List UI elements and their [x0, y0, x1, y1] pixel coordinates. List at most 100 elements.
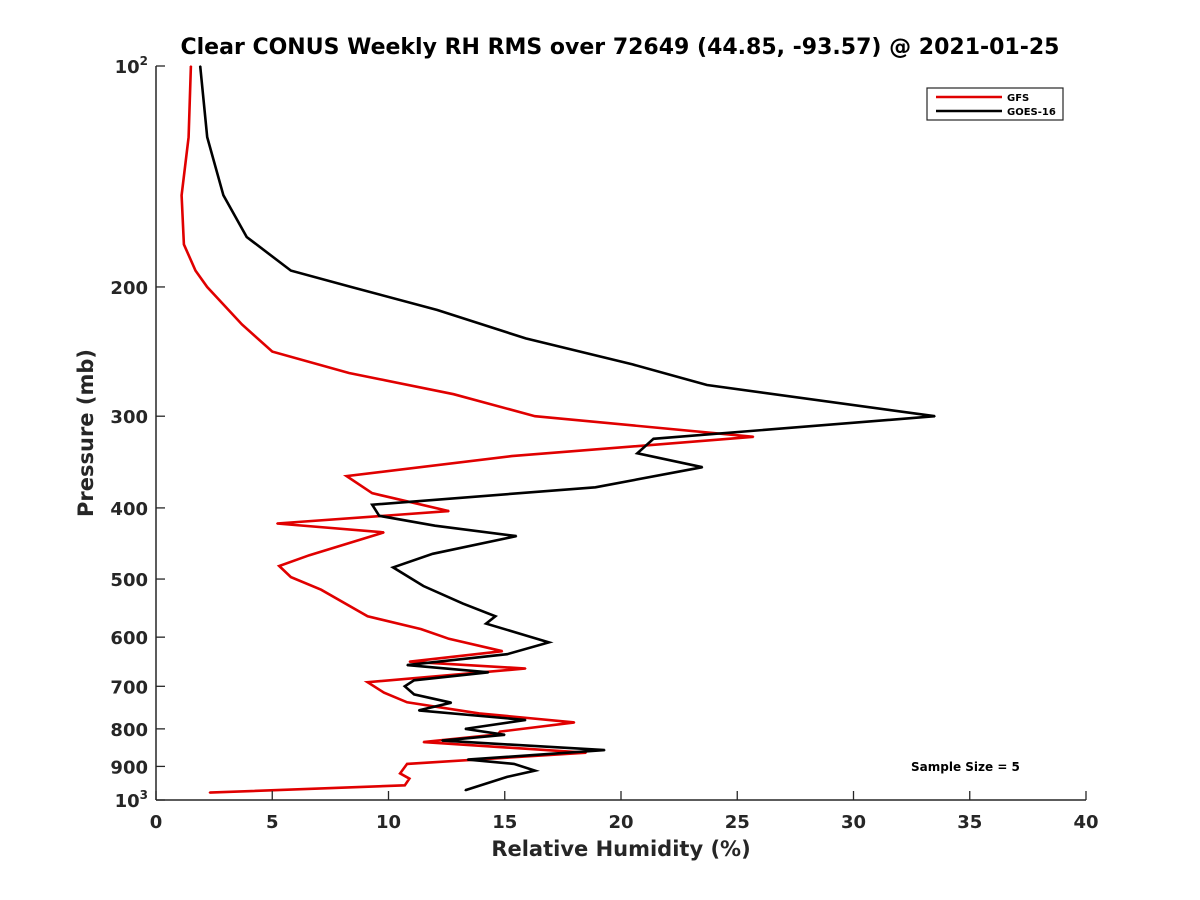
- y-tick-label-200: 200: [110, 278, 148, 299]
- data-point-goes16-33: [417, 709, 420, 712]
- data-point-goes16-9: [706, 384, 708, 386]
- data-point-gfs-4: [194, 269, 197, 272]
- data-point-goes16-26: [506, 653, 508, 655]
- x-tick-label-0: 0: [150, 812, 163, 833]
- data-point-goes16-5: [350, 286, 353, 288]
- data-point-goes16-34: [524, 719, 527, 721]
- data-point-gfs-11: [752, 436, 755, 438]
- series-line-gfs: [180, 65, 754, 794]
- data-point-goes16-27: [406, 664, 408, 666]
- data-point-gfs-28: [366, 681, 369, 683]
- data-point-goes16-20: [392, 566, 394, 569]
- data-point-gfs-20: [290, 576, 292, 578]
- data-point-goes16-7: [524, 337, 527, 340]
- y-tick-label-500: 500: [110, 570, 148, 591]
- data-point-gfs-32: [573, 721, 576, 724]
- data-point-gfs-41: [208, 791, 211, 794]
- legend-label-gfs: GFS: [1007, 93, 1029, 104]
- data-point-goes16-21: [422, 585, 425, 587]
- data-point-goes16-24: [485, 622, 487, 625]
- data-point-gfs-35: [422, 741, 425, 743]
- data-point-gfs-8: [348, 372, 350, 374]
- legend: GFS GOES-16: [926, 87, 1064, 121]
- data-point-goes16-43: [464, 789, 467, 792]
- y-tick-label-300: 300: [110, 407, 148, 428]
- data-point-gfs-7: [271, 350, 274, 353]
- data-point-gfs-2: [180, 194, 183, 197]
- data-point-goes16-17: [434, 524, 436, 527]
- y-tick-label-600: 600: [110, 628, 148, 649]
- data-point-gfs-1: [187, 136, 190, 138]
- data-point-gfs-19: [278, 565, 281, 567]
- data-point-goes16-42: [506, 776, 508, 778]
- x-tick-label-5: 5: [266, 812, 279, 833]
- sample-size-annotation: Sample Size = 5: [911, 760, 1020, 774]
- y-axis-label: Pressure (mb): [74, 349, 98, 517]
- data-point-gfs-13: [345, 475, 348, 477]
- y-tick-label-100: 102: [115, 54, 148, 78]
- data-point-gfs-38: [399, 772, 401, 775]
- data-point-gfs-18: [308, 554, 311, 556]
- data-point-goes16-6: [436, 309, 439, 311]
- data-point-goes16-29: [413, 679, 415, 682]
- data-point-goes16-37: [441, 739, 443, 742]
- x-tick-label-40: 40: [1073, 812, 1098, 833]
- data-point-gfs-0: [190, 65, 192, 67]
- data-point-gfs-15: [448, 510, 450, 512]
- data-point-goes16-39: [466, 758, 469, 761]
- x-tick-label-15: 15: [492, 812, 517, 833]
- x-tick-label-25: 25: [725, 812, 750, 833]
- data-point-gfs-27: [524, 667, 527, 670]
- data-point-gfs-22: [366, 615, 369, 618]
- data-point-goes16-23: [494, 615, 497, 618]
- data-point-goes16-41: [534, 769, 536, 772]
- x-tick-label-30: 30: [841, 812, 866, 833]
- y-tick-label-700: 700: [110, 677, 148, 698]
- data-point-goes16-18: [515, 535, 518, 537]
- y-tick-label-400: 400: [110, 499, 148, 520]
- data-point-goes16-10: [934, 415, 936, 418]
- data-point-goes16-13: [701, 466, 704, 469]
- data-point-goes16-31: [413, 693, 415, 696]
- legend-label-goes16: GOES-16: [1007, 107, 1056, 118]
- data-point-goes16-8: [631, 363, 634, 366]
- data-point-goes16-3: [245, 236, 248, 238]
- x-tick-label-20: 20: [608, 812, 633, 833]
- data-point-goes16-36: [504, 734, 506, 736]
- data-point-goes16-25: [548, 641, 550, 644]
- data-point-gfs-29: [383, 691, 385, 694]
- data-point-gfs-5: [206, 286, 208, 288]
- data-point-gfs-21: [320, 588, 322, 591]
- data-point-gfs-9: [452, 393, 455, 396]
- series-layer: [180, 65, 936, 794]
- data-point-goes16-14: [594, 486, 597, 489]
- data-point-gfs-37: [406, 763, 408, 765]
- data-point-goes16-0: [199, 65, 201, 67]
- data-point-goes16-12: [636, 452, 639, 455]
- data-point-goes16-1: [206, 136, 208, 138]
- data-point-gfs-39: [408, 777, 411, 780]
- data-point-gfs-30: [406, 701, 408, 704]
- data-point-goes16-38: [603, 749, 606, 751]
- data-point-gfs-17: [383, 531, 385, 534]
- data-point-gfs-31: [478, 712, 481, 715]
- y-tick-label-800: 800: [110, 720, 148, 741]
- data-point-goes16-4: [290, 269, 292, 272]
- data-point-goes16-15: [371, 503, 374, 506]
- y-ticks: 102 200 300 400 500 600 700 800 900 103: [110, 54, 165, 812]
- data-point-gfs-16: [276, 522, 278, 525]
- data-point-goes16-16: [378, 515, 381, 517]
- y-tick-label-900: 900: [110, 757, 148, 778]
- data-point-goes16-19: [431, 553, 434, 555]
- data-point-goes16-35: [464, 728, 467, 730]
- x-tick-label-35: 35: [957, 812, 982, 833]
- data-point-gfs-40: [404, 784, 406, 787]
- y-tick-label-1000: 103: [115, 788, 148, 812]
- plot-area: [155, 66, 1086, 801]
- data-point-gfs-12: [510, 455, 513, 457]
- data-point-goes16-2: [222, 194, 225, 197]
- data-point-goes16-22: [462, 602, 464, 605]
- data-point-gfs-3: [183, 243, 185, 246]
- chart-title: Clear CONUS Weekly RH RMS over 72649 (44…: [181, 35, 1060, 60]
